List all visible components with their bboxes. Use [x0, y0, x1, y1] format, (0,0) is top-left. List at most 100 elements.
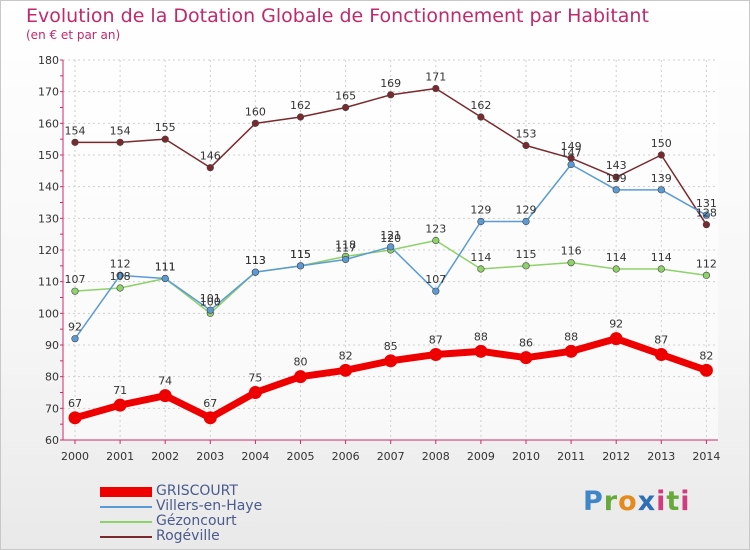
data-label: 85	[384, 340, 398, 353]
data-label: 146	[200, 150, 221, 163]
data-point	[474, 344, 488, 358]
data-point	[206, 164, 214, 172]
data-point	[702, 221, 711, 229]
data-label: 139	[606, 172, 627, 185]
data-label: 120	[380, 232, 401, 245]
legend-swatch	[100, 486, 152, 497]
data-point	[477, 265, 485, 273]
data-label: 153	[516, 128, 537, 141]
y-tick-label: 80	[45, 371, 59, 384]
data-point	[296, 262, 305, 270]
chart-title: Evolution de la Dotation Globale de Fonc…	[26, 5, 649, 27]
legend-label: Gézoncourt	[156, 513, 237, 529]
data-point	[71, 138, 79, 146]
data-label: 111	[155, 261, 176, 274]
legend: GRISCOURT Villers-en-Haye Gézoncourt Rogévi…	[100, 484, 330, 544]
data-point	[387, 243, 395, 251]
data-label: 139	[651, 172, 672, 185]
data-point	[158, 389, 172, 403]
legend-swatch	[100, 505, 152, 508]
series-1	[71, 160, 711, 343]
data-label: 121	[380, 229, 401, 242]
data-label: 88	[564, 330, 578, 343]
x-tick-label: 2007	[377, 450, 405, 463]
x-tick-label: 2006	[332, 450, 360, 463]
data-point	[429, 348, 443, 361]
data-point	[342, 103, 350, 112]
data-point	[432, 84, 440, 93]
data-label: 80	[294, 356, 308, 369]
legend-item: Gézoncourt	[100, 514, 330, 529]
data-label: 162	[290, 99, 311, 112]
data-label: 67	[68, 397, 82, 410]
data-label: 88	[474, 330, 488, 343]
x-tick-label: 2010	[512, 450, 540, 463]
data-point	[161, 274, 169, 283]
data-label: 171	[425, 71, 446, 84]
legend-swatch	[100, 520, 152, 523]
data-label: 129	[470, 204, 491, 217]
proxiti-logo: Proxiti	[583, 486, 691, 517]
data-point	[567, 160, 575, 169]
data-label: 107	[425, 273, 446, 286]
y-tick-label: 180	[38, 54, 59, 67]
data-label: 82	[339, 349, 353, 362]
data-point	[71, 335, 79, 343]
data-label: 100	[200, 295, 221, 308]
x-tick-label: 2001	[106, 450, 134, 463]
data-point	[294, 370, 307, 384]
data-point	[567, 259, 575, 267]
data-label: 118	[335, 238, 356, 251]
data-point	[609, 332, 623, 346]
data-point	[522, 141, 530, 150]
data-point	[519, 351, 533, 365]
data-point	[564, 344, 578, 358]
data-label: 128	[696, 207, 717, 220]
data-point	[116, 138, 124, 146]
y-tick-label: 140	[38, 181, 59, 194]
data-point	[657, 151, 665, 159]
data-label: 129	[516, 204, 537, 217]
data-point	[116, 271, 124, 279]
data-point	[612, 265, 620, 273]
data-label: 154	[110, 124, 131, 137]
data-label: 71	[113, 384, 127, 397]
data-point	[113, 398, 127, 412]
data-point	[699, 363, 713, 377]
legend-label: GRISCOURT	[156, 483, 238, 499]
x-tick-label: 2012	[602, 450, 630, 463]
series-0	[68, 332, 713, 425]
data-label: 154	[65, 124, 86, 137]
x-tick-label: 2000	[61, 450, 89, 463]
legend-item: Rogéville	[100, 529, 330, 544]
data-point	[339, 363, 353, 377]
data-point	[203, 411, 217, 425]
data-label: 108	[110, 270, 131, 283]
legend-label: Villers-en-Haye	[156, 498, 263, 514]
data-label: 147	[561, 147, 582, 160]
x-tick-label: 2009	[467, 450, 495, 463]
data-point	[657, 186, 665, 194]
data-point	[432, 287, 440, 295]
y-tick-label: 150	[38, 149, 59, 162]
data-point	[702, 271, 711, 279]
y-tick-label: 110	[38, 276, 59, 289]
y-tick-label: 100	[38, 307, 59, 320]
data-label: 111	[155, 261, 176, 274]
data-point	[248, 386, 262, 399]
data-label: 74	[158, 375, 172, 388]
series	[68, 84, 713, 425]
data-point	[342, 255, 350, 264]
data-label: 86	[519, 337, 533, 350]
data-label: 162	[470, 99, 491, 112]
y-tick-label: 170	[38, 86, 59, 99]
data-label: 75	[248, 372, 262, 385]
data-label: 165	[335, 90, 356, 103]
data-point	[251, 119, 259, 127]
data-point	[477, 217, 485, 226]
data-label: 160	[245, 105, 266, 118]
y-tick-label: 130	[38, 212, 59, 225]
data-label: 155	[155, 121, 176, 134]
